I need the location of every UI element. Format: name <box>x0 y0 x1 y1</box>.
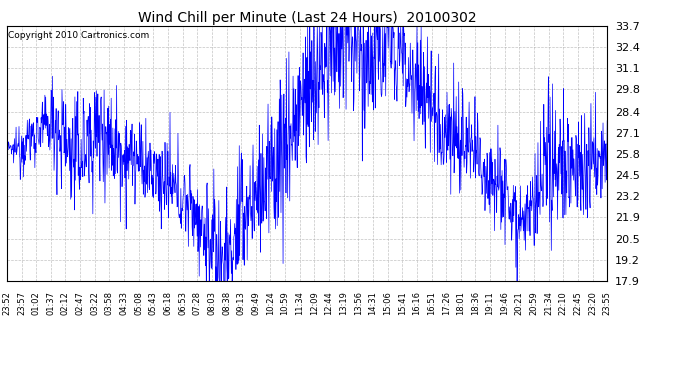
Text: Copyright 2010 Cartronics.com: Copyright 2010 Cartronics.com <box>8 32 149 40</box>
Title: Wind Chill per Minute (Last 24 Hours)  20100302: Wind Chill per Minute (Last 24 Hours) 20… <box>138 11 476 25</box>
